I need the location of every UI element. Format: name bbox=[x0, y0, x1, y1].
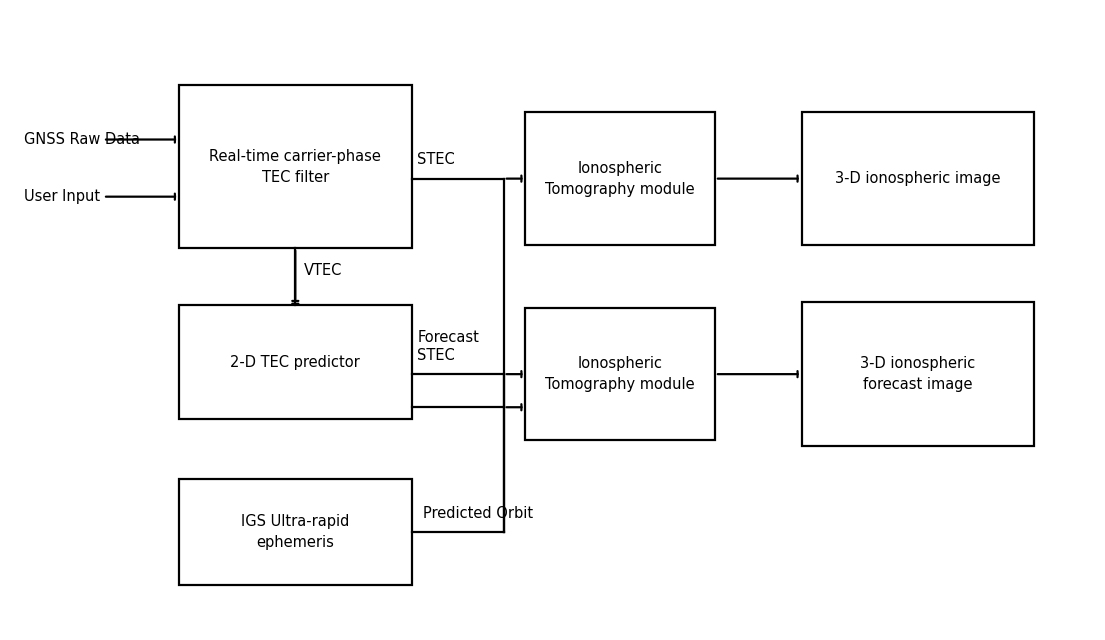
FancyBboxPatch shape bbox=[179, 479, 412, 585]
FancyBboxPatch shape bbox=[179, 305, 412, 419]
FancyBboxPatch shape bbox=[526, 308, 715, 440]
Text: GNSS Raw Data: GNSS Raw Data bbox=[24, 132, 140, 147]
Text: Real-time carrier-phase
TEC filter: Real-time carrier-phase TEC filter bbox=[209, 148, 381, 184]
Text: 3-D ionospheric
forecast image: 3-D ionospheric forecast image bbox=[861, 356, 976, 392]
Text: User Input: User Input bbox=[24, 189, 101, 204]
Text: IGS Ultra-rapid
ephemeris: IGS Ultra-rapid ephemeris bbox=[241, 514, 349, 550]
Text: STEC: STEC bbox=[418, 152, 455, 166]
FancyBboxPatch shape bbox=[801, 302, 1034, 446]
Text: Ionospheric
Tomography module: Ionospheric Tomography module bbox=[546, 356, 695, 392]
Text: 2-D TEC predictor: 2-D TEC predictor bbox=[231, 355, 360, 370]
FancyBboxPatch shape bbox=[801, 113, 1034, 245]
FancyBboxPatch shape bbox=[526, 113, 715, 245]
Text: Ionospheric
Tomography module: Ionospheric Tomography module bbox=[546, 161, 695, 196]
Text: Predicted Orbit: Predicted Orbit bbox=[422, 506, 533, 521]
FancyBboxPatch shape bbox=[179, 85, 412, 248]
Text: Forecast
STEC: Forecast STEC bbox=[418, 330, 478, 364]
Text: VTEC: VTEC bbox=[304, 263, 343, 278]
Text: 3-D ionospheric image: 3-D ionospheric image bbox=[835, 171, 1001, 186]
